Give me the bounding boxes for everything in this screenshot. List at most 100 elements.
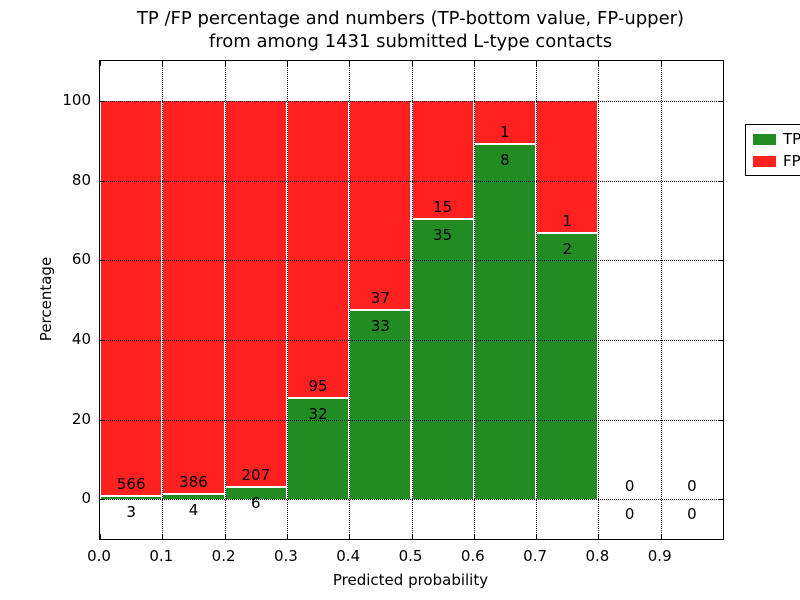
grid-line-horizontal — [100, 499, 723, 501]
y-tick-mark-left — [100, 260, 105, 262]
y-tick-label: 0 — [81, 489, 91, 508]
grid-line-vertical — [536, 61, 538, 539]
chart-title: TP /FP percentage and numbers (TP-bottom… — [99, 7, 722, 53]
bar-segment-tp — [412, 220, 473, 500]
x-tick-mark-top — [349, 61, 351, 66]
bar-segment-tp — [474, 145, 536, 500]
y-tick-label: 80 — [71, 170, 91, 189]
x-tick-mark-bottom — [349, 534, 351, 539]
fp-count-label: 1 — [500, 123, 510, 142]
bar-segment-tp — [225, 487, 286, 500]
bar-segment-fp — [412, 100, 473, 221]
y-tick-label: 20 — [71, 409, 91, 428]
fp-count-label: 15 — [433, 198, 453, 217]
grid-line-horizontal — [100, 339, 723, 341]
x-tick-mark-bottom — [224, 534, 226, 539]
y-tick-mark-right — [718, 499, 723, 501]
y-tick-mark-right — [718, 100, 723, 102]
fp-count-label: 1 — [562, 211, 573, 230]
tp-count-label: 32 — [308, 404, 328, 423]
legend: TP FP — [745, 124, 800, 176]
bar-segment-tp — [101, 496, 162, 500]
bar-segment-tp — [287, 398, 349, 500]
stacked-bar — [412, 100, 473, 500]
y-tick-mark-right — [718, 419, 723, 421]
tp-count-label: 33 — [370, 317, 390, 336]
stacked-bar — [350, 100, 411, 500]
y-tick-label: 40 — [71, 329, 91, 348]
grid-line-horizontal — [100, 260, 723, 262]
legend-item-fp: FP — [753, 152, 800, 170]
chart-title-line2: from among 1431 submitted L-type contact… — [208, 31, 613, 52]
grid-line-vertical — [349, 61, 351, 539]
tp-count-label: 0 — [624, 505, 635, 524]
x-tick-mark-top — [224, 61, 226, 66]
fp-count-label: 37 — [370, 289, 390, 308]
x-tick-mark-top — [598, 61, 600, 66]
x-tick-label: 0.5 — [398, 547, 423, 565]
stacked-bar — [163, 100, 224, 500]
x-tick-mark-bottom — [162, 534, 164, 539]
y-axis-label: Percentage — [37, 256, 55, 342]
grid-line-vertical — [162, 61, 164, 539]
y-tick-mark-left — [100, 180, 105, 182]
x-tick-mark-bottom — [598, 534, 600, 539]
tp-count-label: 2 — [562, 239, 573, 258]
tp-count-label: 0 — [687, 505, 697, 524]
x-tick-label: 0.9 — [647, 547, 672, 565]
grid-line-vertical — [411, 61, 413, 539]
legend-item-tp: TP — [753, 130, 800, 148]
bar-segment-fp — [350, 100, 411, 312]
tp-count-label: 4 — [188, 501, 199, 520]
x-tick-mark-top — [162, 61, 164, 66]
stacked-bar — [537, 100, 598, 500]
bar-segment-fp — [101, 100, 162, 497]
bar-segment-tp — [537, 233, 598, 500]
bar-segment-fp — [474, 100, 536, 146]
legend-label-fp: FP — [783, 152, 800, 170]
grid-line-vertical — [224, 61, 226, 539]
x-tick-label: 0.2 — [211, 547, 236, 565]
y-tick-mark-left — [100, 339, 105, 341]
grid-line-vertical — [286, 61, 288, 539]
fp-count-label: 566 — [116, 475, 146, 494]
tp-count-label: 3 — [126, 503, 136, 522]
x-tick-mark-top — [473, 61, 475, 66]
tp-count-label: 8 — [500, 151, 510, 170]
stacked-bar — [225, 100, 286, 500]
bar-segment-fp — [287, 100, 349, 399]
y-tick-label: 100 — [62, 90, 91, 109]
y-tick-mark-right — [718, 339, 723, 341]
y-tick-mark-left — [100, 419, 105, 421]
x-tick-mark-bottom — [286, 534, 288, 539]
fp-count-label: 386 — [179, 473, 208, 492]
x-tick-mark-top — [660, 61, 662, 66]
grid-line-horizontal — [100, 419, 723, 421]
x-tick-label: 0.4 — [336, 547, 361, 565]
bar-segment-fp — [163, 100, 224, 495]
fp-count-label: 95 — [308, 376, 328, 395]
tp-count-label: 35 — [433, 226, 453, 245]
chart-title-line1: TP /FP percentage and numbers (TP-bottom… — [136, 8, 685, 29]
x-tick-mark-top — [286, 61, 288, 66]
x-tick-mark-bottom — [100, 534, 101, 539]
x-tick-mark-bottom — [411, 534, 413, 539]
x-tick-label: 0.6 — [460, 547, 485, 565]
grid-line-horizontal — [100, 180, 723, 182]
fp-count-label: 0 — [687, 477, 697, 496]
grid-line-vertical — [660, 61, 662, 539]
fp-count-label: 207 — [241, 465, 271, 484]
x-tick-label: 0.0 — [87, 547, 111, 565]
bar-segment-fp — [225, 100, 286, 488]
legend-label-tp: TP — [783, 130, 800, 148]
x-tick-mark-top — [536, 61, 538, 66]
legend-swatch-fp — [753, 155, 776, 167]
x-tick-mark-bottom — [536, 534, 538, 539]
x-tick-label: 0.7 — [523, 547, 548, 565]
y-tick-mark-right — [718, 260, 723, 262]
x-tick-label: 0.8 — [585, 547, 610, 565]
stacked-bar — [101, 100, 162, 500]
x-tick-label: 0.1 — [149, 547, 174, 565]
bar-segment-fp — [537, 100, 598, 234]
